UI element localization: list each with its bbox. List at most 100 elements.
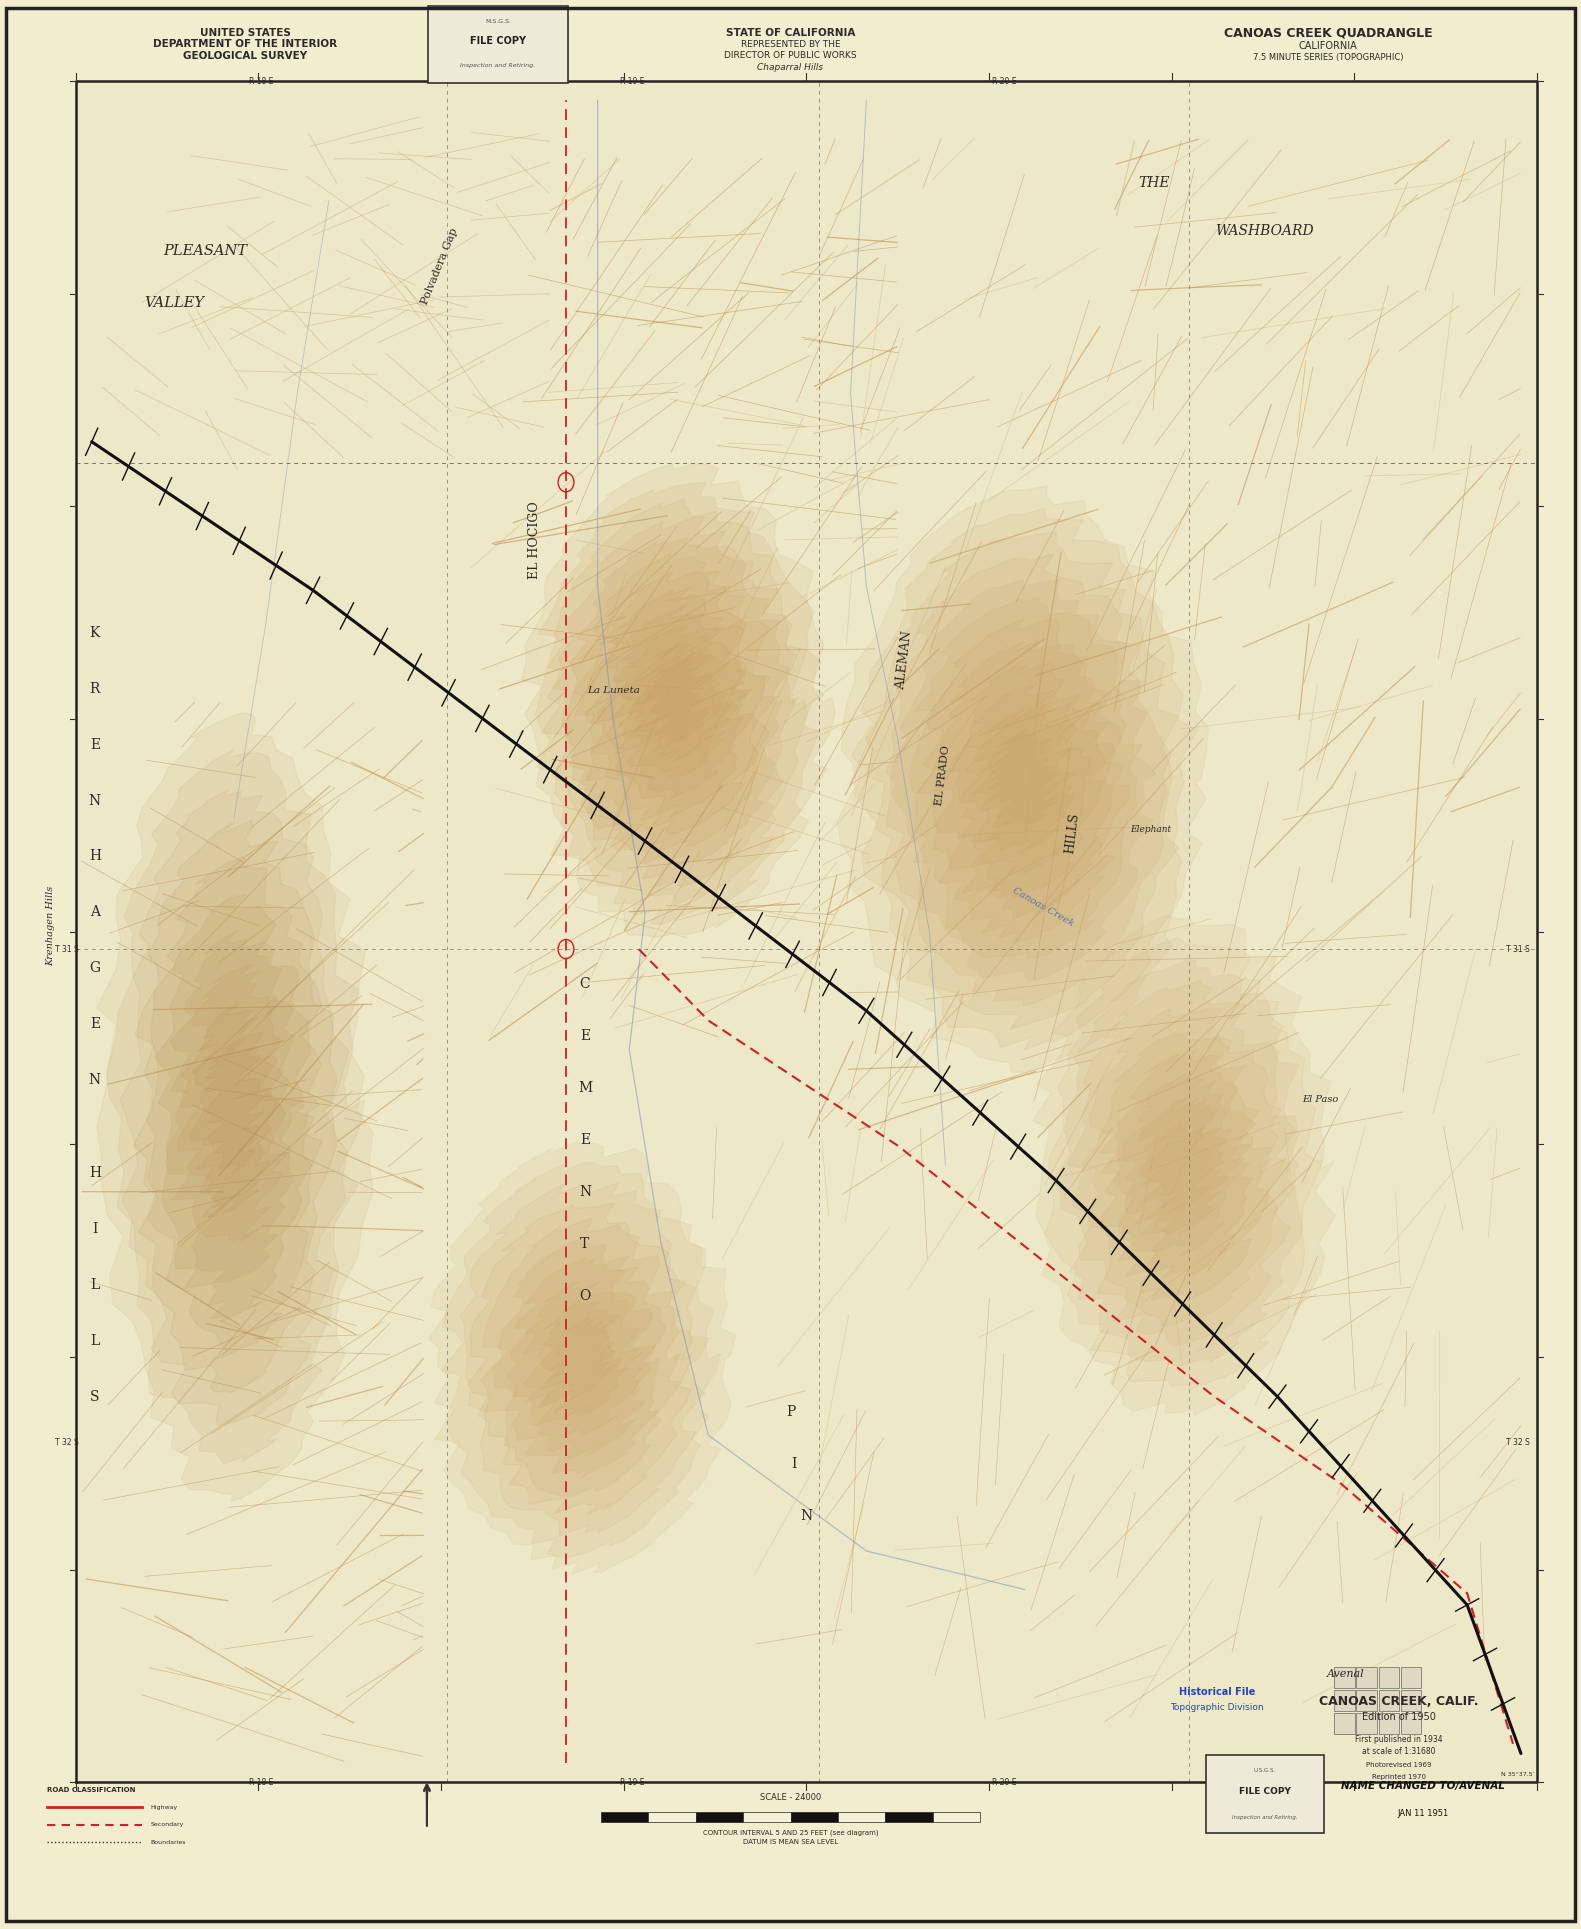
Text: EL HOCIGO: EL HOCIGO (528, 502, 541, 579)
Text: R 19 E: R 19 E (620, 77, 645, 85)
Text: T 31 S: T 31 S (1505, 945, 1530, 953)
Bar (885, 1813, 933, 1821)
Polygon shape (133, 820, 337, 1393)
Text: H: H (89, 849, 101, 864)
Text: L: L (90, 1277, 100, 1292)
Text: Avenal: Avenal (1326, 1669, 1364, 1680)
Polygon shape (574, 554, 778, 853)
Bar (1334, 1690, 1355, 1711)
Text: DATUM IS MEAN SEA LEVEL: DATUM IS MEAN SEA LEVEL (743, 1838, 838, 1846)
Text: La Luneta: La Luneta (587, 687, 640, 694)
Text: T 32 S: T 32 S (1505, 1439, 1530, 1447)
Polygon shape (947, 664, 1105, 899)
Text: T: T (580, 1236, 590, 1252)
Polygon shape (96, 714, 373, 1501)
Text: Reprinted 1970: Reprinted 1970 (1372, 1773, 1426, 1780)
Text: O: O (579, 1289, 591, 1304)
Text: Edition of 1950: Edition of 1950 (1363, 1711, 1436, 1723)
Text: R 18 E: R 18 E (248, 77, 274, 85)
Text: CALIFORNIA: CALIFORNIA (1298, 41, 1358, 52)
Polygon shape (1045, 937, 1323, 1391)
Text: R 19 E: R 19 E (620, 1779, 645, 1786)
Text: N: N (89, 793, 101, 808)
Polygon shape (1081, 1009, 1285, 1327)
Polygon shape (541, 498, 808, 907)
Polygon shape (610, 604, 746, 799)
Polygon shape (1099, 1032, 1271, 1300)
Bar (1356, 1690, 1377, 1711)
Text: E: E (580, 1028, 590, 1044)
Polygon shape (1146, 1123, 1213, 1211)
Text: Secondary: Secondary (150, 1823, 183, 1827)
Polygon shape (155, 895, 315, 1321)
Polygon shape (887, 554, 1172, 1005)
Bar (601, 1813, 648, 1821)
Text: Polvadera Gap: Polvadera Gap (419, 226, 460, 307)
Polygon shape (917, 619, 1129, 941)
Text: G: G (89, 961, 101, 976)
Bar (1334, 1713, 1355, 1734)
Bar (933, 1813, 980, 1821)
Text: P: P (786, 1404, 795, 1420)
Text: THE: THE (1138, 176, 1170, 191)
Bar (1356, 1667, 1377, 1688)
Polygon shape (852, 509, 1197, 1049)
Polygon shape (522, 463, 835, 937)
Bar (648, 1813, 696, 1821)
Bar (1206, 1755, 1325, 1833)
Bar (1334, 1667, 1355, 1688)
Text: 7.5 MINUTE SERIES (TOPOGRAPHIC): 7.5 MINUTE SERIES (TOPOGRAPHIC) (1252, 54, 1404, 62)
Polygon shape (987, 729, 1064, 826)
Polygon shape (909, 598, 1143, 959)
Text: N 35°37.5′: N 35°37.5′ (1502, 1773, 1534, 1777)
Text: JAN 11 1951: JAN 11 1951 (1398, 1809, 1448, 1817)
Polygon shape (493, 1240, 666, 1478)
Text: UNITED STATES: UNITED STATES (199, 27, 291, 39)
Text: S: S (90, 1389, 100, 1404)
Text: FILE COPY: FILE COPY (1240, 1786, 1290, 1796)
Bar (1356, 1713, 1377, 1734)
Text: N: N (800, 1508, 813, 1524)
Polygon shape (177, 964, 288, 1242)
Text: CONTOUR INTERVAL 5 AND 25 FEET (see diagram): CONTOUR INTERVAL 5 AND 25 FEET (see diag… (702, 1829, 879, 1836)
Polygon shape (536, 482, 824, 924)
Text: R 18 E: R 18 E (248, 1779, 274, 1786)
Bar (76, 81, 1537, 1782)
Polygon shape (145, 856, 323, 1358)
Text: T 31 S: T 31 S (54, 945, 79, 953)
Polygon shape (865, 532, 1179, 1030)
Polygon shape (642, 658, 710, 747)
Text: H: H (89, 1165, 101, 1181)
Text: at scale of 1:31680: at scale of 1:31680 (1363, 1748, 1436, 1755)
Polygon shape (620, 623, 732, 777)
Polygon shape (1067, 980, 1296, 1346)
Polygon shape (598, 586, 754, 818)
Text: SCALE - 24000: SCALE - 24000 (760, 1794, 821, 1802)
Text: Inspection and Retiring.: Inspection and Retiring. (460, 64, 536, 68)
Text: GEOLOGICAL SURVEY: GEOLOGICAL SURVEY (183, 50, 307, 62)
Text: Krenhagen Hills: Krenhagen Hills (46, 885, 55, 966)
Polygon shape (931, 638, 1115, 918)
Polygon shape (960, 683, 1091, 876)
Text: PLEASANT: PLEASANT (163, 243, 248, 258)
Polygon shape (508, 1258, 655, 1458)
Polygon shape (552, 517, 798, 887)
Text: VALLEY: VALLEY (144, 295, 204, 311)
Bar (1379, 1690, 1399, 1711)
Polygon shape (541, 1298, 629, 1418)
Polygon shape (106, 748, 365, 1464)
Text: U.S.G.S.: U.S.G.S. (1254, 1769, 1276, 1773)
Polygon shape (631, 642, 723, 764)
Text: K: K (90, 625, 100, 640)
Polygon shape (202, 1038, 264, 1175)
Text: HILLS: HILLS (1062, 812, 1081, 855)
Text: CANOAS CREEK QUADRANGLE: CANOAS CREEK QUADRANGLE (1224, 27, 1432, 39)
Text: A: A (90, 905, 100, 920)
Text: Chaparral Hills: Chaparral Hills (757, 64, 824, 71)
Text: DEPARTMENT OF THE INTERIOR: DEPARTMENT OF THE INTERIOR (153, 39, 337, 50)
Text: REPRESENTED BY THE: REPRESENTED BY THE (740, 41, 841, 48)
Text: STATE OF CALIFORNIA: STATE OF CALIFORNIA (726, 27, 855, 39)
Polygon shape (166, 930, 304, 1283)
Polygon shape (1113, 1049, 1255, 1279)
Bar (790, 1813, 838, 1821)
